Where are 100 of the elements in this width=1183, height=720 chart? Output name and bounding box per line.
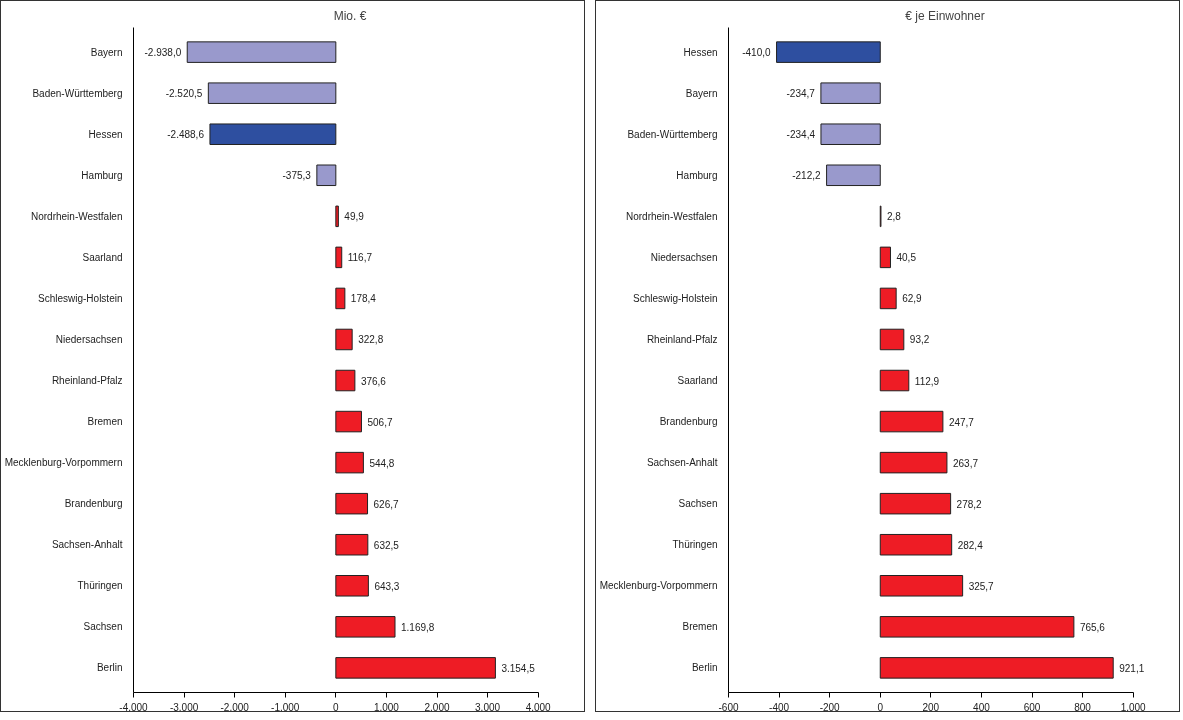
y-tick-label: Sachsen — [83, 621, 123, 633]
x-tick-label: -2.000 — [220, 701, 250, 713]
bar — [879, 451, 948, 474]
bar — [879, 616, 1075, 638]
bar — [879, 410, 944, 433]
x-tick-label: -600 — [718, 701, 739, 713]
x-tick-label: -400 — [769, 701, 790, 713]
y-tick-label: Baden-Württemberg — [627, 128, 718, 140]
data-label: 3.154,5 — [501, 662, 536, 674]
y-tick-label: Thüringen — [672, 539, 718, 551]
y-tick-label: Bayern — [90, 46, 123, 58]
bar — [207, 82, 337, 104]
y-tick-label: Baden-Württemberg — [32, 87, 123, 99]
y-tick-label: Saarland — [677, 375, 718, 387]
data-label: 1.169,8 — [401, 621, 435, 633]
x-tick-label: 2.000 — [424, 701, 450, 713]
bar — [316, 164, 337, 187]
data-label: -410,0 — [742, 47, 771, 59]
x-tick-label: -3.000 — [169, 701, 199, 713]
y-tick-label: Schleswig-Holstein — [633, 292, 718, 304]
y-tick-label: Mecklenburg-Vorpommern — [4, 457, 123, 469]
y-tick-label: Sachsen-Anhalt — [646, 457, 718, 469]
y-tick-label: Thüringen — [77, 580, 123, 592]
bar — [335, 246, 343, 269]
y-tick-label: Brandenburg — [64, 498, 123, 510]
data-label: 322,8 — [358, 334, 384, 346]
y-tick-label: Hessen — [88, 128, 123, 140]
data-label: 116,7 — [347, 252, 373, 264]
bar — [335, 451, 364, 474]
data-label: 506,7 — [367, 416, 393, 428]
bar — [826, 164, 881, 187]
y-tick-label: Sachsen-Anhalt — [51, 539, 123, 551]
x-tick-label: 1.000 — [373, 701, 400, 713]
bar — [776, 41, 881, 63]
data-label: 49,9 — [344, 211, 365, 223]
x-tick-label: 0 — [877, 701, 884, 713]
y-tick-label: Rheinland-Pfalz — [51, 375, 123, 387]
data-label: 93,2 — [909, 334, 930, 346]
bar — [879, 533, 953, 556]
bar — [335, 657, 496, 679]
bar — [335, 205, 339, 228]
bar — [335, 287, 346, 310]
x-tick-label: 400 — [973, 701, 991, 713]
x-tick-label: 600 — [1023, 701, 1041, 713]
data-label: -212,2 — [792, 170, 822, 182]
x-tick-label: 1.000 — [1120, 701, 1147, 713]
bar — [209, 123, 337, 145]
bar — [879, 657, 1114, 679]
y-tick-label: Berlin — [691, 662, 718, 674]
bar — [879, 369, 910, 392]
x-tick-label: -4.000 — [119, 701, 149, 713]
data-label: 765,6 — [1079, 621, 1106, 633]
bar — [879, 575, 964, 597]
y-tick-label: Berlin — [96, 662, 123, 674]
data-label: 2,8 — [886, 211, 902, 223]
chart-title: € je Einwohner — [905, 8, 985, 23]
data-label: 632,5 — [373, 539, 400, 551]
data-label: 282,4 — [957, 539, 984, 551]
data-label: 263,7 — [952, 457, 979, 469]
data-label: -234,7 — [786, 88, 816, 100]
x-tick-label: 3.000 — [475, 701, 501, 713]
data-label: 325,7 — [968, 580, 995, 592]
bar — [335, 616, 396, 638]
bar — [879, 328, 905, 351]
bar — [335, 369, 356, 392]
y-tick-label: Mecklenburg-Vorpommern — [599, 580, 718, 592]
data-label: 376,6 — [360, 375, 387, 387]
data-label: 278,2 — [956, 498, 983, 510]
y-tick-label: Hamburg — [676, 169, 718, 181]
bar — [879, 492, 952, 515]
x-tick-label: -200 — [819, 701, 841, 713]
data-label: 544,8 — [369, 457, 395, 469]
data-label: 626,7 — [373, 498, 399, 510]
y-tick-label: Nordrhein-Westfalen — [625, 210, 718, 222]
data-label: 247,7 — [948, 416, 975, 428]
y-tick-label: Bremen — [87, 416, 123, 428]
y-tick-label: Schleswig-Holstein — [38, 292, 123, 304]
bar — [186, 41, 337, 63]
data-label: 643,3 — [374, 580, 400, 592]
y-tick-label: Niedersachsen — [55, 333, 123, 345]
x-tick-label: 200 — [922, 701, 940, 713]
x-tick-label: -1.000 — [271, 701, 300, 713]
data-label: -2.520,5 — [165, 88, 203, 100]
bar — [335, 492, 369, 515]
bar — [820, 123, 881, 145]
bar — [335, 575, 369, 597]
y-tick-label: Hamburg — [81, 169, 123, 181]
x-tick-label: 4.000 — [525, 701, 552, 713]
chart-title: Mio. € — [333, 8, 367, 23]
y-tick-label: Nordrhein-Westfalen — [30, 210, 123, 222]
data-label: 178,4 — [350, 293, 377, 305]
data-label: 112,9 — [914, 375, 940, 387]
data-label: 921,1 — [1119, 662, 1145, 674]
y-tick-label: Bayern — [685, 87, 718, 99]
y-tick-label: Saarland — [82, 251, 123, 263]
data-label: -2.488,6 — [167, 129, 205, 141]
y-tick-label: Brandenburg — [659, 416, 718, 428]
x-tick-label: 0 — [333, 701, 340, 713]
bar — [879, 287, 897, 310]
data-label: -375,3 — [282, 170, 312, 182]
